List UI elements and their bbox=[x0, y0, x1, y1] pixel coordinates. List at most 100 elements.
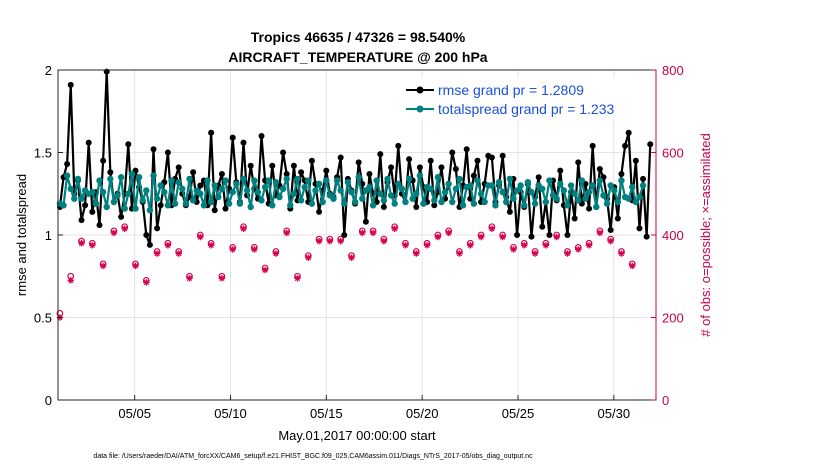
obs-assimilated-point bbox=[229, 246, 236, 253]
obs-assimilated-point bbox=[456, 250, 463, 257]
rmse-point bbox=[64, 161, 71, 168]
obs-assimilated-point bbox=[348, 254, 355, 261]
totalspread-point bbox=[585, 188, 593, 196]
rmse-point bbox=[211, 207, 218, 214]
totalspread-point bbox=[636, 193, 643, 201]
rmse-point bbox=[175, 164, 182, 171]
totalspread-point bbox=[395, 180, 402, 188]
rmse-point bbox=[564, 232, 571, 238]
totalspread-point bbox=[348, 188, 355, 196]
footer-data-file: data file: /Users/raeder/DAI/ATM_forcXX/… bbox=[93, 453, 533, 460]
obs-assimilated-point bbox=[445, 229, 452, 237]
obs-assimilated-point bbox=[305, 254, 312, 261]
totalspread-point bbox=[578, 177, 586, 184]
totalspread-point bbox=[229, 188, 236, 196]
totalspread-point bbox=[391, 200, 398, 207]
obs-assimilated-point bbox=[153, 250, 161, 257]
totalspread-point bbox=[380, 197, 388, 204]
totalspread-point bbox=[528, 188, 535, 196]
x-tick-label: 05/30 bbox=[598, 406, 631, 421]
totalspread-point bbox=[78, 195, 85, 202]
obs-assimilated-point bbox=[542, 242, 550, 249]
totalspread-point bbox=[233, 180, 240, 188]
obs-assimilated-point bbox=[596, 229, 604, 237]
rmse-point bbox=[107, 169, 114, 176]
legend-label-rmse: rmse grand pr = 1.2809 bbox=[438, 82, 584, 98]
y-tick-label: 1 bbox=[45, 228, 52, 243]
totalspread-point bbox=[596, 177, 604, 184]
totalspread-point bbox=[200, 202, 208, 209]
totalspread-point bbox=[499, 188, 506, 196]
obs-assimilated-point bbox=[499, 233, 506, 241]
obs-assimilated-point bbox=[402, 242, 409, 249]
rmse-point bbox=[190, 169, 197, 176]
obs-assimilated-point bbox=[413, 250, 420, 257]
x-tick-label: 05/05 bbox=[118, 406, 151, 421]
rmse-point bbox=[157, 202, 164, 209]
rmse-point bbox=[395, 142, 402, 149]
totalspread-point bbox=[171, 200, 179, 207]
totalspread-point bbox=[625, 195, 632, 202]
totalspread-point bbox=[261, 183, 269, 191]
totalspread-point bbox=[337, 187, 344, 194]
rmse-point bbox=[341, 232, 348, 238]
obs-assimilated-point bbox=[477, 233, 485, 241]
obs-assimilated-point bbox=[488, 225, 496, 233]
totalspread-point bbox=[506, 175, 514, 183]
totalspread-point bbox=[575, 197, 582, 204]
totalspread-point bbox=[384, 175, 391, 183]
obs-assimilated-point bbox=[564, 250, 571, 257]
totalspread-point bbox=[614, 198, 622, 206]
totalspread-point bbox=[409, 195, 416, 202]
totalspread-point bbox=[582, 195, 589, 202]
x-tick-label: 05/15 bbox=[310, 406, 343, 421]
obs-assimilated-point bbox=[143, 279, 150, 286]
rmse-point bbox=[596, 166, 603, 172]
obs-layer bbox=[56, 223, 636, 321]
totalspread-point bbox=[355, 174, 362, 181]
totalspread-point bbox=[207, 198, 215, 206]
totalspread-point bbox=[240, 175, 247, 183]
totalspread-point bbox=[186, 175, 193, 183]
obs-assimilated-point bbox=[315, 237, 323, 245]
y-tick-label: 1.5 bbox=[34, 146, 52, 161]
totalspread-point bbox=[139, 197, 146, 204]
totalspread-point bbox=[117, 174, 125, 181]
totalspread-point bbox=[431, 197, 438, 204]
rmse-point bbox=[438, 164, 445, 171]
x-tick-label: 05/20 bbox=[406, 406, 439, 421]
rmse-point bbox=[632, 157, 639, 164]
totalspread-point bbox=[452, 185, 460, 192]
obs-assimilated-point bbox=[575, 246, 582, 253]
totalspread-point bbox=[146, 207, 154, 214]
totalspread-point bbox=[225, 200, 233, 207]
totalspread-point bbox=[99, 188, 107, 196]
x-tick-label: 05/25 bbox=[502, 406, 535, 421]
obs-assimilated-point bbox=[380, 237, 388, 245]
totalspread-point bbox=[189, 197, 197, 204]
totalspread-point bbox=[492, 202, 499, 209]
totalspread-point bbox=[539, 185, 546, 192]
obs-assimilated-point bbox=[251, 246, 258, 253]
obs-assimilated-point bbox=[607, 237, 614, 245]
totalspread-point bbox=[438, 198, 445, 206]
rmse-point bbox=[247, 162, 254, 169]
totalspread-point bbox=[197, 190, 204, 197]
totalspread-point bbox=[503, 198, 510, 206]
rmse-point bbox=[625, 129, 632, 136]
totalspread-point bbox=[269, 202, 276, 209]
rmse-point bbox=[89, 208, 96, 215]
totalspread-point bbox=[639, 182, 647, 189]
totalspread-point bbox=[150, 172, 157, 179]
totalspread-point bbox=[470, 200, 478, 207]
obs-assimilated-point bbox=[132, 262, 139, 270]
rmse-point bbox=[218, 170, 225, 177]
totalspread-point bbox=[474, 177, 481, 184]
legend-marker-totalspread bbox=[416, 105, 424, 113]
totalspread-point bbox=[513, 187, 521, 194]
totalspread-point bbox=[128, 170, 136, 178]
rmse-point bbox=[290, 162, 297, 169]
rmse-point bbox=[355, 159, 362, 166]
totalspread-point bbox=[67, 185, 74, 192]
totalspread-point bbox=[629, 183, 636, 191]
